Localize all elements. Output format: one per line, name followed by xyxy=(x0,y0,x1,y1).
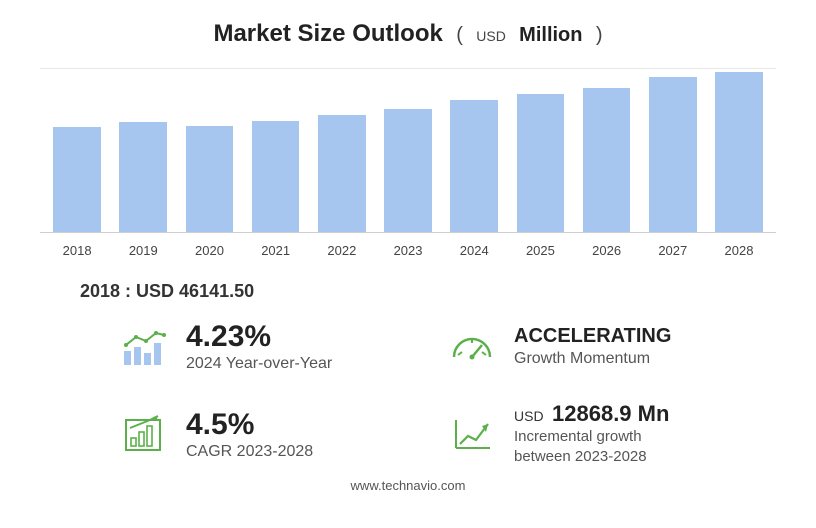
gauge-icon xyxy=(448,325,496,369)
chart-grid-line xyxy=(40,68,776,69)
yoy-subtitle: 2024 Year-over-Year xyxy=(186,355,332,373)
bar-chart-growth-icon xyxy=(120,325,168,369)
bar-wrap xyxy=(44,68,110,232)
bar-category-label: 2022 xyxy=(309,243,375,258)
metric-yoy: 4.23% 2024 Year-over-Year xyxy=(120,320,428,373)
metric-cagr: 4.5% CAGR 2023-2028 xyxy=(120,401,428,468)
title-paren-open: ( xyxy=(456,24,463,46)
year-value-annotation: 2018 : USD 46141.50 xyxy=(80,281,776,302)
bar-category-label: 2027 xyxy=(640,243,706,258)
bar xyxy=(715,72,763,232)
metric-incremental: USD 12868.9 Mn Incremental growth betwee… xyxy=(448,401,756,468)
incremental-value-row: USD 12868.9 Mn xyxy=(514,401,669,427)
cagr-value: 4.5% xyxy=(186,408,313,441)
bar-chart: 2018201920202021202220232024202520262027… xyxy=(40,68,776,263)
incremental-sub2: between 2023-2028 xyxy=(514,447,669,467)
bar-wrap xyxy=(309,68,375,232)
bar-category-label: 2028 xyxy=(706,243,772,258)
bar-wrap xyxy=(507,68,573,232)
title-usd: USD xyxy=(476,28,506,44)
incremental-value: 12868.9 Mn xyxy=(552,401,669,426)
yoy-value: 4.23% xyxy=(186,320,332,353)
cagr-subtitle: CAGR 2023-2028 xyxy=(186,443,313,461)
bar-wrap xyxy=(706,68,772,232)
bar-wrap xyxy=(110,68,176,232)
bar xyxy=(119,122,167,232)
bar-category-label: 2019 xyxy=(110,243,176,258)
title-paren-close: ) xyxy=(596,24,603,46)
bar-category-label: 2023 xyxy=(375,243,441,258)
arrow-up-chart-icon xyxy=(448,412,496,456)
bar-wrap xyxy=(176,68,242,232)
bar-category-label: 2020 xyxy=(176,243,242,258)
bar xyxy=(318,115,366,232)
chart-title: Market Size Outlook ( USD Million ) xyxy=(40,20,776,48)
momentum-headline: ACCELERATING xyxy=(514,325,671,348)
incremental-sub1: Incremental growth xyxy=(514,427,669,447)
title-main: Market Size Outlook xyxy=(213,20,442,47)
bar xyxy=(252,121,300,232)
bar-wrap xyxy=(640,68,706,232)
bar-category-label: 2026 xyxy=(574,243,640,258)
bar-wrap xyxy=(574,68,640,232)
bar-wrap xyxy=(375,68,441,232)
bar-category-label: 2021 xyxy=(243,243,309,258)
bar xyxy=(450,100,498,232)
bar xyxy=(384,109,432,232)
bar xyxy=(649,77,697,232)
bar-wrap xyxy=(441,68,507,232)
bar-category-label: 2024 xyxy=(441,243,507,258)
bar-category-label: 2018 xyxy=(44,243,110,258)
bar xyxy=(517,94,565,232)
bar xyxy=(583,88,631,232)
incremental-usd-label: USD xyxy=(514,408,544,424)
bar xyxy=(186,126,234,232)
momentum-subtitle: Growth Momentum xyxy=(514,350,671,368)
bar-category-label: 2025 xyxy=(507,243,573,258)
title-million: Million xyxy=(519,24,582,46)
metric-momentum: ACCELERATING Growth Momentum xyxy=(448,320,756,373)
report-growth-icon xyxy=(120,412,168,456)
footer-url: www.technavio.com xyxy=(40,478,776,493)
bar xyxy=(53,127,101,232)
bar-wrap xyxy=(243,68,309,232)
